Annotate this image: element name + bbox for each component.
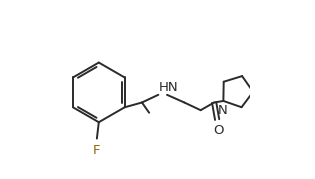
Text: O: O: [213, 124, 223, 137]
Text: N: N: [218, 104, 227, 117]
Text: F: F: [93, 144, 100, 157]
Text: HN: HN: [159, 81, 179, 94]
